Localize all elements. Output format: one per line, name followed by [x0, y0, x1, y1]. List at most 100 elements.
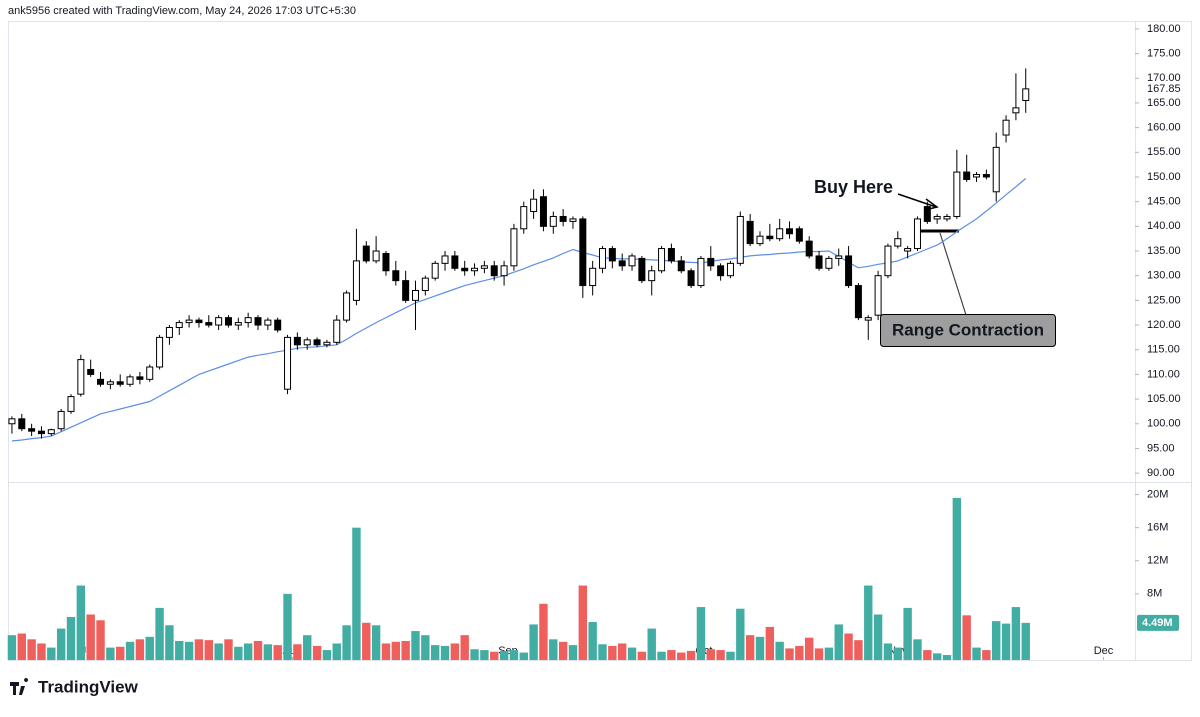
- candle-body: [224, 317, 232, 326]
- volume-bar: [1011, 607, 1021, 660]
- frame: [8, 21, 1192, 661]
- y-tick-label: 100.00: [1147, 418, 1181, 430]
- volume-bar: [371, 625, 381, 660]
- y-tick-label: 180.00: [1147, 23, 1181, 35]
- y-tick-label: 90.00: [1147, 467, 1175, 479]
- volume-bar: [785, 648, 794, 660]
- volume-bar: [450, 643, 460, 660]
- candle-body: [608, 248, 616, 262]
- volume-tick-label: 20M: [1147, 488, 1168, 500]
- volume-bar: [539, 603, 548, 660]
- candle-body: [97, 378, 105, 385]
- candle-body: [559, 215, 567, 222]
- candle-body: [411, 289, 419, 301]
- volume-bar: [568, 645, 578, 660]
- candle-body: [352, 260, 360, 301]
- candle-body: [441, 255, 449, 264]
- volume-bar: [519, 652, 528, 660]
- candle-body: [1002, 119, 1010, 136]
- volume-bar: [696, 607, 706, 660]
- y-tick-label: 115.00: [1147, 344, 1180, 356]
- volume-bar: [165, 625, 174, 660]
- candle-body: [116, 381, 124, 385]
- candle-body: [894, 238, 902, 247]
- candle-body: [628, 255, 636, 267]
- volume-bar: [401, 640, 410, 660]
- candle-body: [953, 171, 961, 217]
- volume-bar: [558, 641, 568, 660]
- candle-body: [480, 265, 488, 269]
- volume-bar: [135, 639, 145, 660]
- candle-body: [599, 248, 607, 269]
- volume-bars: 4.49M: [7, 497, 1179, 660]
- candle-body: [372, 250, 380, 262]
- volume-bar: [234, 646, 243, 660]
- candle-body: [106, 381, 114, 385]
- volume-bar: [824, 647, 834, 660]
- candle-body: [549, 215, 557, 227]
- volume-bar: [726, 651, 735, 660]
- volume-bar: [352, 527, 361, 660]
- volume-bar: [106, 647, 115, 660]
- y-tick-label: 170.00: [1147, 72, 1181, 84]
- volume-bar: [86, 614, 95, 660]
- volume-bar: [637, 651, 647, 660]
- candle-body: [461, 267, 469, 272]
- candle-body: [421, 277, 429, 291]
- volume-bar: [1001, 623, 1011, 660]
- volume-bar: [864, 585, 873, 660]
- buy-label: Buy Here: [814, 177, 893, 197]
- volume-bar: [903, 607, 912, 660]
- candle-body: [284, 336, 292, 390]
- volume-bar: [430, 645, 440, 660]
- candle-body: [146, 366, 154, 380]
- candle-body: [667, 248, 675, 262]
- volume-bar: [440, 645, 450, 660]
- y-tick-label: 160.00: [1147, 122, 1181, 134]
- volume-bar: [608, 645, 617, 660]
- candle-body: [746, 220, 754, 245]
- volume-bar: [834, 624, 843, 660]
- volume-bar: [312, 645, 322, 660]
- candle-body: [274, 319, 282, 331]
- volume-bar: [342, 625, 351, 660]
- volume-bar: [972, 647, 981, 660]
- volume-bar: [913, 639, 922, 660]
- volume-bar: [66, 616, 76, 660]
- candle-body: [658, 248, 666, 272]
- candle-body: [313, 339, 321, 346]
- candle-body: [982, 174, 990, 178]
- candle-body: [490, 265, 498, 277]
- volume-bar: [844, 633, 853, 660]
- volume-bar: [7, 635, 17, 660]
- moving-average: [11, 178, 1027, 442]
- volume-bar: [204, 640, 213, 660]
- candle-body: [323, 341, 331, 346]
- volume-bar: [893, 647, 902, 660]
- volume-bar: [253, 640, 263, 660]
- volume-bar: [883, 643, 893, 660]
- volume-bar: [962, 615, 971, 660]
- candle-body: [648, 270, 656, 282]
- volume-tick-label: 12M: [1147, 555, 1168, 567]
- volume-bar: [273, 645, 282, 660]
- candle-body: [293, 336, 301, 346]
- volume-bar: [381, 643, 391, 660]
- candle-body: [569, 218, 577, 222]
- candle-body: [786, 228, 794, 235]
- candle-body: [303, 339, 311, 346]
- candle-body: [874, 275, 882, 316]
- volume-bar: [677, 652, 686, 660]
- candle-body: [520, 206, 528, 230]
- axes: 90.00 95.00 100.00 105.00 110.00 115.00 120.00…: [81, 23, 1181, 660]
- candle-body: [618, 260, 626, 267]
- volume-bar: [923, 650, 932, 660]
- volume-bar: [992, 621, 1001, 660]
- candle-body: [943, 215, 951, 220]
- volume-bar: [303, 635, 312, 660]
- candle-body: [756, 235, 764, 245]
- volume-bar: [667, 650, 676, 660]
- candle-body: [362, 245, 370, 262]
- candle-body: [47, 429, 55, 435]
- candle-body: [136, 376, 144, 380]
